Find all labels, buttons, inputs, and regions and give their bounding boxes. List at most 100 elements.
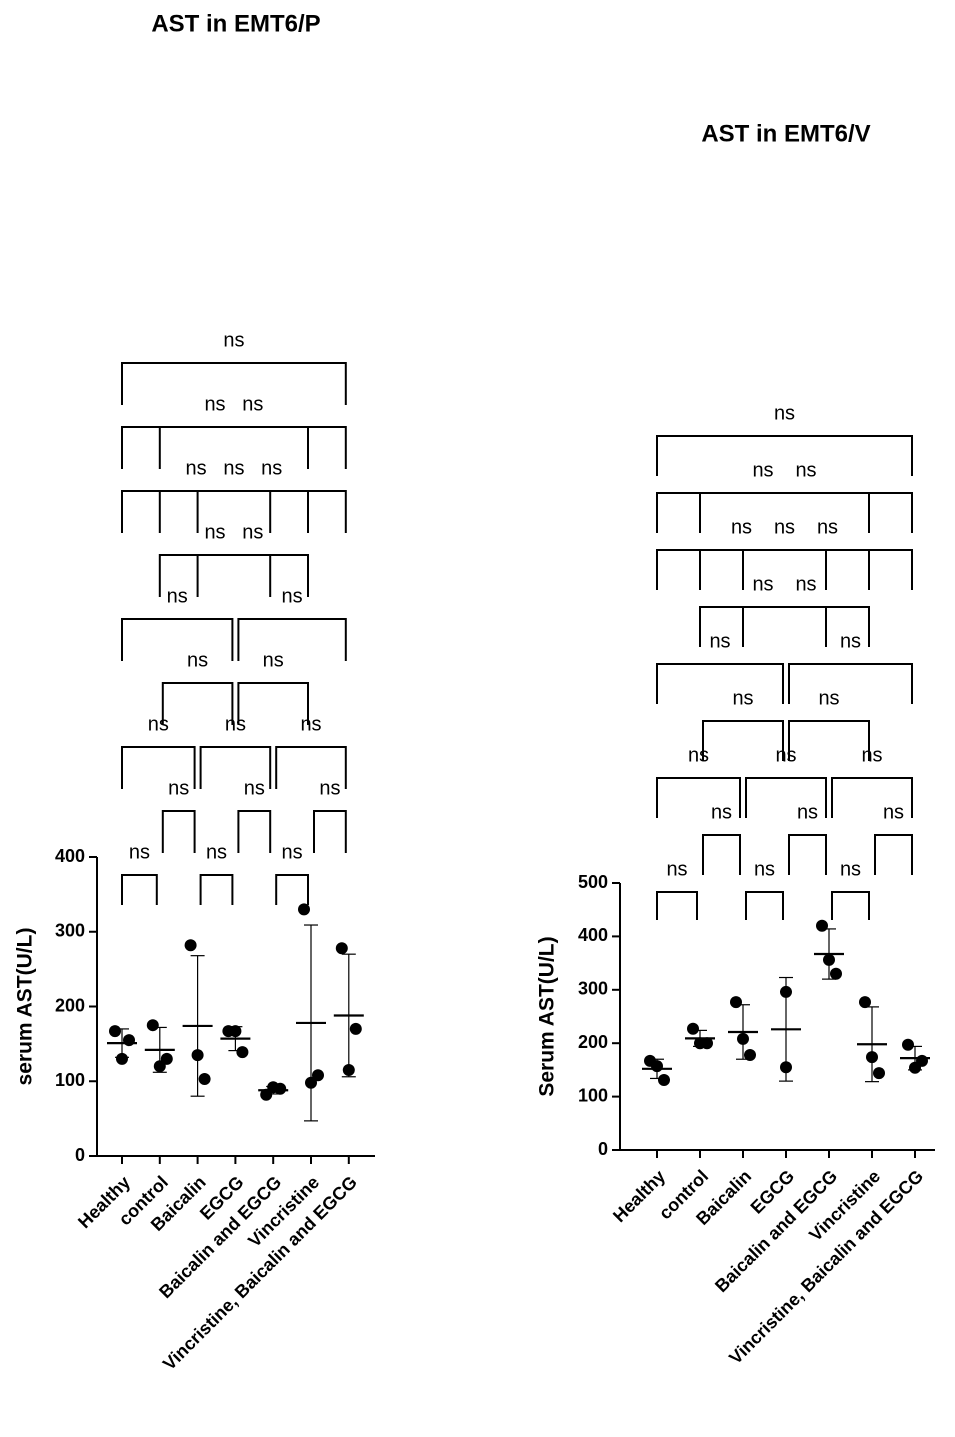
data-point [687, 1022, 699, 1035]
data-point [109, 1025, 121, 1038]
data-point [198, 1073, 211, 1086]
chart-title: AST in EMT6/P [151, 10, 320, 37]
y-tick-label: 100 [578, 1085, 608, 1105]
y-tick-label: 300 [578, 979, 608, 999]
data-point [816, 919, 828, 932]
significance-bracket [788, 663, 913, 704]
significance-label: ns [817, 516, 838, 538]
significance-label: ns [223, 457, 244, 479]
data-point [274, 1082, 287, 1095]
significance-bracket [237, 810, 272, 853]
significance-label: ns [167, 585, 188, 607]
significance-label: ns [204, 521, 225, 543]
significance-bracket [237, 618, 347, 661]
data-point [349, 1022, 362, 1035]
x-tick-label: Healthy [609, 1166, 669, 1226]
significance-label: ns [775, 744, 796, 766]
significance-bracket [158, 490, 309, 533]
significance-label: ns [282, 585, 303, 607]
significance-bracket [121, 362, 347, 405]
significance-bracket [275, 874, 309, 905]
significance-bracket [742, 606, 870, 647]
data-point [744, 1048, 756, 1061]
significance-label: ns [709, 630, 730, 652]
chart-panel: AST in EMT6/V Serum AST(U/L) 0 100 200 300 400… [536, 120, 935, 1368]
y-tick-label: 200 [55, 995, 85, 1015]
significance-label: ns [168, 777, 189, 799]
significance-label: ns [148, 713, 169, 735]
significance-label: ns [666, 858, 687, 880]
significance-bracket [161, 810, 196, 853]
data-point [312, 1069, 324, 1082]
y-axis-label: Serum AST(U/L) [536, 936, 559, 1096]
significance-bracket [745, 891, 784, 920]
significance-bracket [656, 777, 741, 818]
significance-label: ns [129, 841, 150, 863]
significance-bracket [702, 720, 784, 761]
significance-label: ns [186, 457, 207, 479]
data-point [298, 903, 310, 916]
data-point [146, 1019, 159, 1032]
significance-label: ns [774, 402, 795, 424]
significance-bracket [158, 426, 347, 469]
y-tick-label: 400 [55, 846, 85, 866]
significance-label: ns [688, 744, 709, 766]
y-tick-label: 300 [55, 921, 85, 941]
significance-label: ns [223, 329, 244, 351]
significance-bracket [699, 492, 913, 533]
significance-bracket [196, 490, 347, 533]
significance-bracket [831, 777, 913, 818]
significance-label: ns [300, 713, 321, 735]
significance-bracket [702, 834, 741, 875]
significance-bracket [831, 891, 870, 920]
significance-label: ns [319, 777, 340, 799]
significance-label: ns [840, 630, 861, 652]
significance-bracket [121, 618, 234, 661]
y-tick-label: 500 [578, 872, 608, 892]
data-point [916, 1054, 928, 1067]
y-axis-label: serum AST(U/L) [14, 928, 37, 1086]
significance-label: ns [204, 393, 225, 415]
data-point [260, 1088, 273, 1101]
data-point [730, 996, 742, 1009]
significance-bracket [313, 810, 347, 853]
data-point [658, 1074, 670, 1087]
data-point [236, 1046, 249, 1059]
data-point [335, 942, 348, 955]
significance-label: ns [818, 687, 839, 709]
data-point [184, 939, 197, 952]
y-tick-label: 0 [75, 1145, 85, 1165]
significance-bracket [874, 834, 913, 875]
significance-bracket [121, 874, 158, 905]
significance-bracket [745, 777, 827, 818]
significance-bracket [161, 682, 234, 725]
significance-label: ns [731, 516, 752, 538]
significance-bracket [788, 720, 870, 761]
data-point [902, 1038, 914, 1051]
significance-bracket [656, 435, 913, 476]
significance-label: ns [206, 841, 227, 863]
chart-title: AST in EMT6/V [701, 120, 870, 147]
data-point [873, 1067, 885, 1080]
data-point [116, 1052, 128, 1065]
significance-label: ns [282, 841, 303, 863]
significance-bracket [199, 874, 234, 905]
significance-label: ns [263, 649, 284, 671]
significance-bracket [275, 746, 347, 789]
significance-bracket [656, 663, 784, 704]
significance-label: ns [242, 393, 263, 415]
significance-label: ns [883, 801, 904, 823]
significance-bracket [199, 746, 272, 789]
significance-label: ns [242, 521, 263, 543]
significance-label: ns [754, 858, 775, 880]
data-point [160, 1052, 173, 1065]
significance-label: ns [795, 459, 816, 481]
significance-label: ns [261, 457, 282, 479]
significance-label: ns [732, 687, 753, 709]
significance-label: ns [795, 573, 816, 595]
data-point [123, 1034, 135, 1047]
y-tick-label: 100 [55, 1070, 85, 1090]
y-tick-label: 400 [578, 925, 608, 945]
y-tick-label: 0 [598, 1139, 608, 1159]
